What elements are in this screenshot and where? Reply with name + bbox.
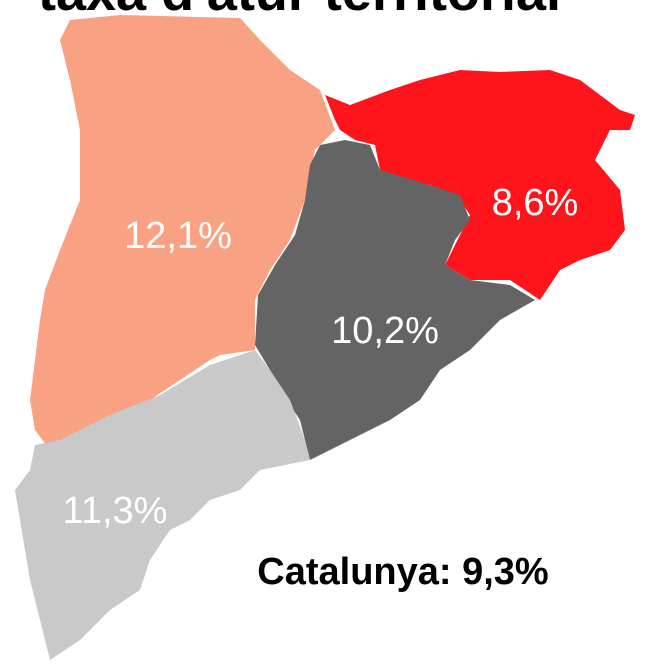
region <box>255 140 535 460</box>
region <box>30 15 335 450</box>
total-label: Catalunya: 9,3% <box>257 551 548 593</box>
region-label: 12,1% <box>124 215 232 257</box>
region <box>325 70 635 300</box>
region <box>15 350 310 660</box>
region-label: 11,3% <box>63 490 168 532</box>
region-label: 10,2% <box>331 310 439 352</box>
region-label: 8,6% <box>492 182 579 224</box>
